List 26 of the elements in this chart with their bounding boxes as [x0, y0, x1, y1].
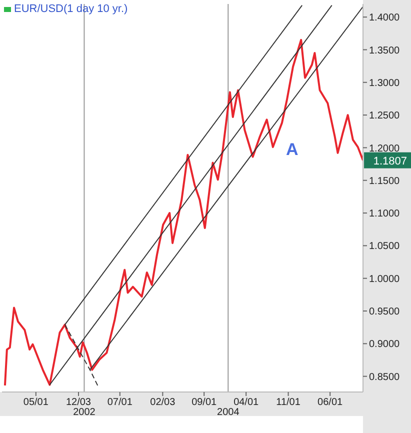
y-tick-label: 1.2500 — [369, 110, 400, 122]
x-tick-label: 02/03 — [150, 397, 176, 408]
ref-line-label: 2002 — [73, 407, 96, 418]
y-tick-label: 1.3500 — [369, 45, 400, 56]
x-tick-label: 04/01 — [234, 397, 260, 408]
chart-title: EUR/USD(1 day 10 yr.) — [14, 3, 128, 15]
y-tick-label: 0.9500 — [369, 306, 400, 318]
x-tick-label: 06/01 — [318, 397, 344, 408]
line-series — [4, 38, 363, 386]
annotation: 1.1807 — [373, 155, 407, 168]
y-tick-label: 0.8500 — [369, 372, 400, 383]
x-tick-label: 07/01 — [107, 397, 133, 408]
y-tick-label: 1.3000 — [369, 78, 400, 89]
y-tick-label: 1.1000 — [369, 208, 400, 220]
y-tick-label: 0.9000 — [369, 339, 400, 350]
ref-line-label: 2004 — [217, 407, 240, 418]
x-tick-label: 09/01 — [192, 397, 218, 408]
y-tick-label: 1.2000 — [369, 143, 400, 154]
annotation: A — [286, 140, 298, 160]
x-tick-label: 12/03 — [66, 397, 92, 408]
x-tick-label: 11/01 — [276, 397, 301, 408]
x-tick-label: 05/01 — [23, 397, 49, 408]
y-tick-label: 1.0000 — [369, 274, 400, 285]
y-tick-label: 1.0500 — [369, 241, 400, 252]
y-tick-label: 1.4000 — [369, 12, 400, 24]
y-tick-label: 1.1500 — [369, 176, 400, 187]
